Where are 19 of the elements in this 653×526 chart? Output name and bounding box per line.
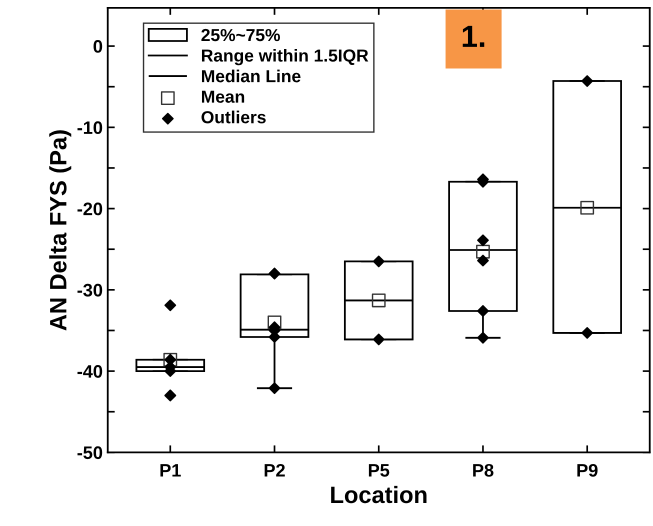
y-tick-label: -50: [77, 446, 102, 460]
x-tick-label: P2: [264, 464, 285, 477]
x-tick-label: P9: [577, 464, 598, 477]
legend-label: 25%~75%: [201, 28, 280, 42]
legend-label: Outliers: [202, 110, 266, 124]
x-axis-title: Location: [331, 486, 426, 504]
y-tick-label: -30: [77, 284, 102, 297]
y-tick-label: -20: [77, 202, 102, 216]
y-tick-label: -40: [77, 365, 102, 378]
x-tick-label: P8: [473, 464, 494, 477]
y-tick-label: 0: [94, 40, 102, 53]
annotation: 1.: [462, 26, 484, 47]
y-axis-title: AN Delta FYS (Pa): [49, 130, 72, 331]
x-tick-label: P1: [160, 464, 181, 477]
legend-label: Mean: [202, 90, 244, 103]
x-tick-label: P5: [368, 464, 390, 477]
annotation: Median Line: [202, 70, 301, 82]
annotation: Range within 1.5IQR: [202, 48, 368, 66]
y-tick-label: -10: [77, 121, 102, 134]
